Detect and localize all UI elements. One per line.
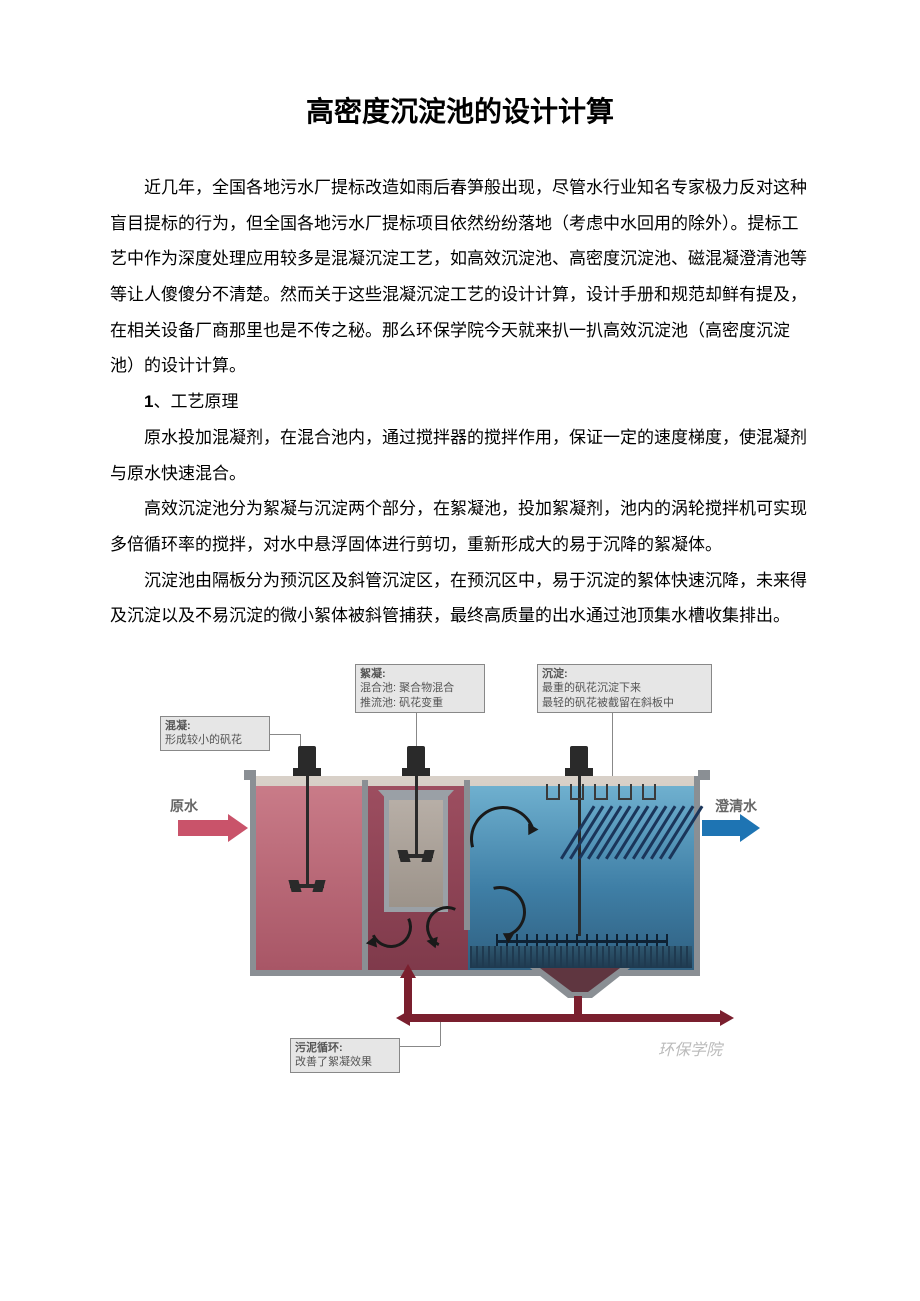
label-coag-title: 混凝:	[165, 720, 191, 732]
section-title: 、工艺原理	[153, 392, 238, 411]
collection-trough	[546, 784, 560, 800]
paragraph-intro: 近几年，全国各地污水厂提标改造如雨后春笋般出现，尽管水行业知名专家极力反对这种盲…	[110, 170, 810, 384]
label-sed-l1: 最重的矾花沉淀下来	[542, 682, 641, 694]
pipe-arrow-icon	[400, 964, 416, 978]
leader-line	[440, 1022, 441, 1046]
leader-line	[400, 1046, 440, 1047]
leader-line	[612, 712, 613, 778]
sludge-pipe	[582, 1014, 722, 1022]
label-recycle-sub: 改善了絮凝效果	[295, 1056, 372, 1068]
sludge-pipe	[574, 996, 582, 1016]
label-floc-title: 絮凝:	[360, 668, 386, 680]
sludge-layer	[470, 946, 692, 968]
document-page: 高密度沉淀池的设计计算 近几年，全国各地污水厂提标改造如雨后春笋般出现，尽管水行…	[0, 0, 920, 1116]
process-diagram: 混凝: 形成较小的矾花 絮凝: 混合池: 聚合物混合 推流池: 矾花变重 沉淀:…	[160, 646, 760, 1076]
mixer-impeller-icon	[399, 854, 433, 858]
sludge-pipe	[410, 1014, 582, 1022]
mixer-motor-icon	[298, 746, 316, 770]
mixer-impeller-icon	[290, 884, 324, 888]
section-heading-1: 1、工艺原理	[110, 384, 810, 420]
label-inlet: 原水	[170, 796, 198, 816]
label-recycle-title: 污泥循环:	[295, 1042, 343, 1054]
sludge-pipe	[404, 976, 412, 1016]
pipe-arrow-icon	[720, 1010, 734, 1026]
label-sed-title: 沉淀:	[542, 668, 568, 680]
label-coag-sub: 形成较小的矾花	[165, 734, 242, 746]
mixer-motor-icon	[407, 746, 425, 770]
watermark-text: 环保学院	[658, 1036, 722, 1060]
leader-line	[270, 734, 300, 735]
label-floc-l1: 混合池: 聚合物混合	[360, 682, 454, 694]
label-flocculation: 絮凝: 混合池: 聚合物混合 推流池: 矾花变重	[355, 664, 485, 713]
mixer-shaft	[415, 776, 418, 856]
scraper-motor-icon	[570, 746, 588, 770]
paragraph-4: 沉淀池由隔板分为预沉区及斜管沉淀区，在预沉区中，易于沉淀的絮体快速沉降，未来得及…	[110, 563, 810, 634]
doc-title: 高密度沉淀池的设计计算	[110, 90, 810, 130]
partition-wall	[464, 780, 470, 930]
paragraph-3: 高效沉淀池分为絮凝与沉淀两个部分，在絮凝池，投加絮凝剂，池内的涡轮搅拌机可实现多…	[110, 491, 810, 562]
paragraph-2: 原水投加混凝剂，在混合池内，通过搅拌器的搅拌作用，保证一定的速度梯度，使混凝剂与…	[110, 420, 810, 491]
label-sed-l2: 最轻的矾花被截留在斜板中	[542, 697, 674, 709]
label-floc-l2: 推流池: 矾花变重	[360, 697, 443, 709]
label-coagulation: 混凝: 形成较小的矾花	[160, 716, 270, 751]
label-outlet: 澄清水	[715, 796, 757, 816]
zone-coagulation	[256, 786, 364, 970]
label-sludge-recycle: 污泥循环: 改善了絮凝效果	[290, 1038, 400, 1073]
mixer-shaft	[306, 776, 309, 886]
lamella-plates-icon	[560, 796, 680, 850]
partition-wall	[362, 780, 368, 976]
label-sedimentation: 沉淀: 最重的矾花沉淀下来 最轻的矾花被截留在斜板中	[537, 664, 712, 713]
